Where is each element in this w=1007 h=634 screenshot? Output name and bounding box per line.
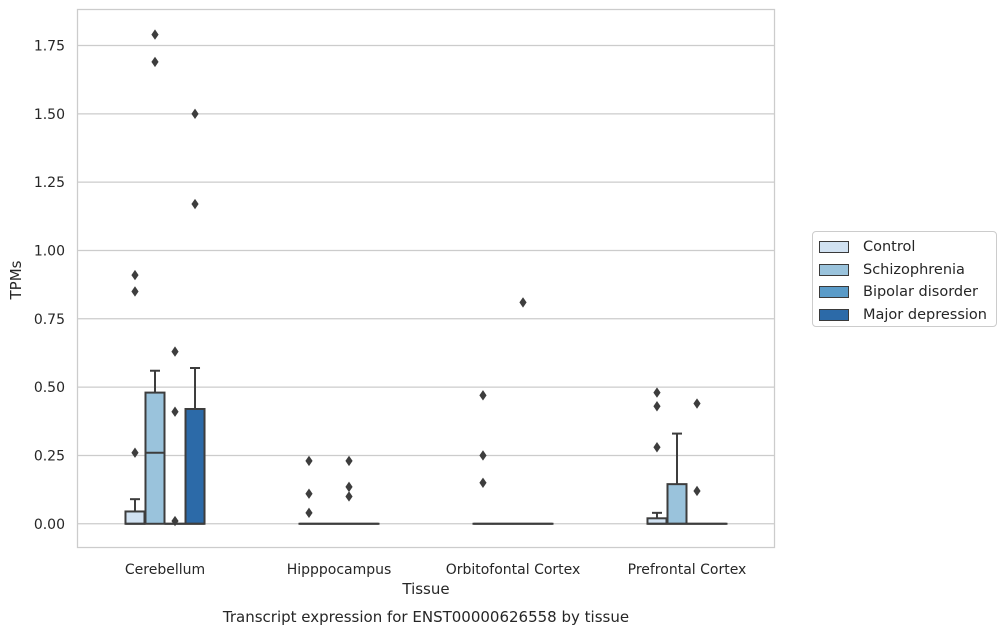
y-tick-label: 1.75	[34, 39, 65, 55]
legend: Control Schizophrenia Bipolar disorder Majo…	[812, 231, 997, 327]
box-group	[472, 390, 494, 525]
legend-label: Schizophrenia	[863, 261, 965, 278]
y-axis-title: TPMs	[7, 260, 25, 300]
box-group	[338, 455, 360, 525]
legend-item: Bipolar disorder	[819, 281, 996, 304]
box-group	[144, 29, 166, 525]
y-tick-label: 1.00	[34, 243, 65, 259]
y-tick-label: 0.50	[34, 380, 65, 396]
chart-title: Transcript expression for ENST0000062655…	[222, 608, 629, 626]
outlier-point	[519, 297, 527, 308]
outlier-point	[693, 398, 701, 409]
box	[666, 483, 688, 525]
y-tick-label: 1.50	[34, 107, 65, 123]
y-tick-label: 0.25	[34, 448, 65, 464]
outlier-point	[345, 455, 353, 467]
outlier-point	[151, 56, 159, 68]
outlier-point	[171, 406, 179, 417]
y-tick-label: 1.25	[34, 175, 65, 191]
legend-swatch	[819, 286, 849, 299]
outlier-point	[653, 387, 661, 398]
outlier-point	[131, 286, 139, 297]
box-group	[646, 387, 668, 525]
outlier-point	[131, 269, 139, 281]
y-tick-labels: 0.00 0.25 0.50 0.75 1.00 1.25 1.50 1.75	[34, 39, 65, 533]
outlier-point	[171, 515, 179, 527]
outlier-point	[151, 29, 159, 40]
box-group	[298, 455, 320, 525]
outlier-point	[305, 507, 313, 519]
gridlines	[78, 44, 774, 525]
outlier-point	[653, 442, 661, 453]
outlier-point	[191, 108, 199, 120]
legend-label: Control	[863, 239, 916, 256]
outlier-point	[171, 346, 179, 357]
x-tick-labels: Cerebellum Hipppocampus Orbitofontal Corte…	[125, 562, 746, 578]
outlier-point	[305, 455, 313, 467]
legend-item: Major depression	[819, 304, 996, 327]
box	[184, 407, 206, 525]
x-tick-label: Hipppocampus	[287, 562, 392, 578]
box	[124, 510, 146, 525]
legend-swatch	[819, 241, 849, 254]
outlier-point	[131, 447, 139, 458]
y-tick-label: 0.00	[34, 517, 65, 533]
box-group	[184, 108, 206, 525]
box-group	[686, 398, 708, 525]
x-tick-label: Orbitofontal Cortex	[446, 562, 581, 578]
legend-swatch	[819, 263, 849, 276]
box-group	[164, 346, 186, 527]
x-tick-label: Cerebellum	[125, 562, 205, 578]
outlier-point	[479, 450, 487, 461]
box-group	[512, 297, 534, 525]
outlier-point	[479, 477, 487, 488]
outlier-point	[479, 390, 487, 401]
outlier-point	[653, 401, 661, 412]
box-group	[666, 432, 688, 525]
box-layer	[124, 29, 728, 527]
y-tick-label: 0.75	[34, 312, 65, 328]
outlier-point	[345, 481, 353, 493]
x-tick-label: Prefrontal Cortex	[628, 562, 747, 578]
legend-item: Schizophrenia	[819, 259, 996, 282]
legend-label: Bipolar disorder	[863, 284, 978, 301]
box	[144, 391, 166, 525]
box-group	[124, 269, 146, 525]
outlier-point	[305, 488, 313, 499]
plot-frame	[76, 8, 776, 549]
legend-label: Major depression	[863, 306, 987, 323]
legend-item: Control	[819, 236, 996, 259]
outlier-point	[191, 198, 199, 210]
legend-swatch	[819, 308, 849, 321]
x-axis-title: Tissue	[401, 580, 449, 598]
outlier-point	[693, 485, 701, 497]
outlier-point	[345, 491, 353, 502]
